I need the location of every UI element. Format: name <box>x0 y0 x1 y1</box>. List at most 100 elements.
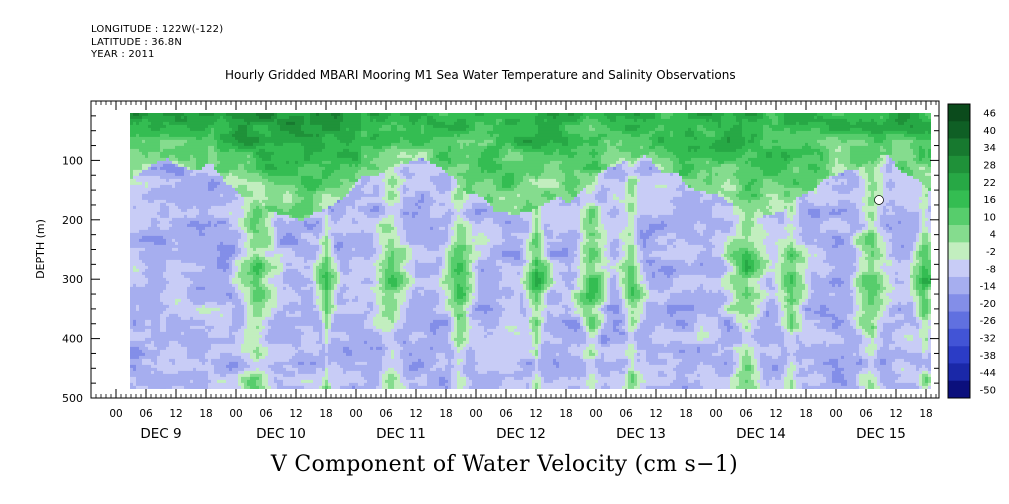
heatmap-cell <box>148 263 151 266</box>
heatmap-cell <box>175 224 178 227</box>
heatmap-cell <box>166 380 169 383</box>
heatmap-cell <box>181 242 184 245</box>
heatmap-cell <box>133 266 136 269</box>
heatmap-cell <box>133 203 136 206</box>
heatmap-cell <box>133 269 136 272</box>
heatmap-cell <box>175 326 178 329</box>
heatmap-cell <box>157 383 160 386</box>
heatmap-cell <box>172 113 175 116</box>
heatmap-cell <box>184 224 187 227</box>
heatmap-cell <box>154 119 157 122</box>
heatmap-cell <box>166 212 169 215</box>
heatmap-cell <box>142 164 145 167</box>
heatmap-cell <box>154 299 157 302</box>
heatmap-cell <box>169 143 172 146</box>
heatmap-cell <box>151 164 154 167</box>
heatmap-cell <box>169 155 172 158</box>
heatmap-cell <box>166 386 169 389</box>
heatmap-cell <box>136 386 139 389</box>
heatmap-cell <box>151 125 154 128</box>
heatmap-cell <box>148 359 151 362</box>
heatmap-cell <box>148 278 151 281</box>
heatmap-cell <box>139 146 142 149</box>
heatmap-cell <box>139 218 142 221</box>
heatmap-cell <box>157 137 160 140</box>
heatmap-cell <box>145 218 148 221</box>
heatmap-cell <box>160 251 163 254</box>
heatmap-cell <box>154 236 157 239</box>
heatmap-cell <box>175 164 178 167</box>
heatmap-cell <box>130 215 133 218</box>
heatmap-cell <box>172 311 175 314</box>
heatmap-cell <box>142 365 145 368</box>
heatmap-cell <box>142 209 145 212</box>
heatmap-cell <box>148 248 151 251</box>
heatmap-cell <box>166 332 169 335</box>
heatmap-cell <box>157 317 160 320</box>
heatmap-cell <box>160 266 163 269</box>
heatmap-cell <box>136 140 139 143</box>
heatmap-cell <box>160 203 163 206</box>
heatmap-cell <box>178 272 181 275</box>
heatmap-cell <box>178 386 181 389</box>
heatmap-cell <box>142 257 145 260</box>
heatmap-cell <box>163 254 166 257</box>
heatmap-cell <box>172 176 175 179</box>
heatmap-cell <box>151 311 154 314</box>
heatmap-cell <box>130 338 133 341</box>
heatmap-cell <box>133 308 136 311</box>
heatmap-cell <box>178 359 181 362</box>
heatmap-cell <box>130 119 133 122</box>
heatmap-cell <box>178 152 181 155</box>
heatmap-cell <box>178 188 181 191</box>
heatmap-cell <box>151 329 154 332</box>
heatmap-cell <box>133 173 136 176</box>
heatmap-cell <box>151 257 154 260</box>
heatmap-cell <box>160 122 163 125</box>
heatmap-cell <box>130 278 133 281</box>
heatmap-cell <box>151 134 154 137</box>
heatmap-cell <box>145 203 148 206</box>
heatmap-cell <box>175 137 178 140</box>
heatmap-cell <box>178 224 181 227</box>
heatmap-cell <box>145 266 148 269</box>
heatmap-cell <box>154 308 157 311</box>
heatmap-cell <box>181 191 184 194</box>
heatmap-cell <box>178 119 181 122</box>
heatmap-cell <box>175 254 178 257</box>
heatmap-cell <box>178 176 181 179</box>
heatmap-cell <box>145 227 148 230</box>
heatmap-cell <box>160 260 163 263</box>
heatmap-cell <box>148 200 151 203</box>
heatmap-cell <box>166 347 169 350</box>
heatmap-cell <box>166 134 169 137</box>
heatmap-cell <box>169 314 172 317</box>
heatmap-cell <box>136 209 139 212</box>
heatmap-cell <box>172 305 175 308</box>
heatmap-cell <box>175 332 178 335</box>
heatmap-cell <box>169 365 172 368</box>
heatmap-cell <box>133 161 136 164</box>
heatmap-cell <box>136 305 139 308</box>
heatmap-cell <box>169 185 172 188</box>
heatmap-cell <box>181 203 184 206</box>
heatmap-cell <box>172 248 175 251</box>
heatmap-cell <box>181 236 184 239</box>
heatmap-cell <box>178 200 181 203</box>
heatmap-cell <box>178 215 181 218</box>
heatmap-cell <box>178 194 181 197</box>
heatmap-cell <box>145 113 148 116</box>
heatmap-cell <box>130 269 133 272</box>
heatmap-cell <box>154 230 157 233</box>
heatmap-cell <box>163 359 166 362</box>
heatmap-cell <box>160 326 163 329</box>
heatmap-cell <box>172 317 175 320</box>
heatmap-cell <box>142 392 145 395</box>
heatmap-cell <box>130 197 133 200</box>
heatmap-cell <box>181 179 184 182</box>
heatmap-cell <box>133 212 136 215</box>
heatmap-cell <box>145 317 148 320</box>
heatmap-cell <box>139 290 142 293</box>
heatmap-cell <box>160 356 163 359</box>
heatmap-cell <box>178 287 181 290</box>
